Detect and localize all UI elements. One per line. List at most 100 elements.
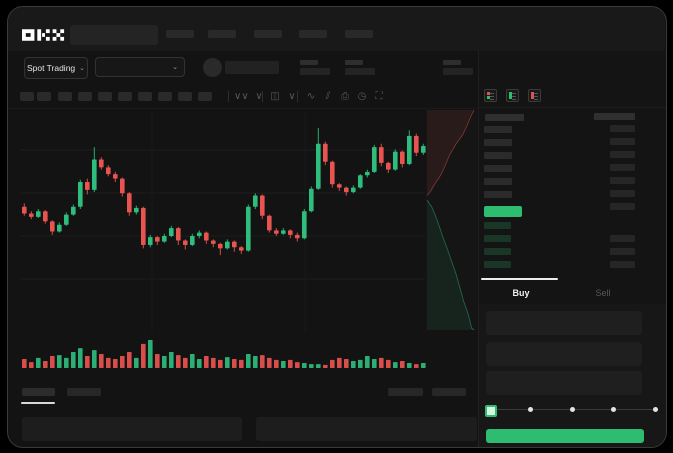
book-price-header-placeholder (485, 114, 524, 121)
coin-avatar[interactable] (203, 58, 222, 77)
tab-sell[interactable]: Sell (595, 288, 611, 298)
toolbar-button-placeholder-6[interactable] (118, 92, 132, 101)
toolbar-button-placeholder-7[interactable] (138, 92, 152, 101)
ask-price-row[interactable] (484, 191, 512, 198)
ask-size-row[interactable] (610, 125, 635, 132)
stat-value-placeholder-1 (300, 68, 330, 75)
ask-size-row[interactable] (610, 151, 635, 158)
bid-size-row[interactable] (610, 235, 635, 242)
bottom-right-control-2[interactable] (432, 388, 466, 396)
ask-size-row[interactable] (610, 138, 635, 145)
app-window: Spot Trading ⌄ ⌄ ∨∨ ∨ ◫ ∨ ∿ ⫽ ⎙ ◷ ⛶ (7, 6, 667, 448)
depth-profile (426, 109, 477, 331)
line (534, 96, 538, 97)
line (490, 99, 494, 100)
bottom-tab-active-underline (21, 402, 55, 404)
ask-size-row[interactable] (610, 203, 635, 210)
bottom-tab-2[interactable] (67, 388, 101, 396)
ask-size-row[interactable] (610, 164, 635, 171)
bottom-tab-1[interactable] (22, 388, 55, 396)
nav-item-placeholder-2[interactable] (208, 30, 236, 38)
fullscreen-icon[interactable]: ⛶ (375, 91, 383, 102)
history-icon[interactable]: ◷ (357, 91, 367, 102)
bottom-box-left[interactable] (22, 417, 242, 441)
stat-label-placeholder-3 (443, 60, 461, 65)
book-size-header-placeholder (594, 113, 635, 120)
interval-dropdown-icon[interactable]: ∨ (255, 91, 263, 102)
ask-price-row[interactable] (484, 165, 512, 172)
slider-stop-75[interactable] (611, 407, 616, 412)
bid-price-row[interactable] (484, 222, 511, 229)
nav-item-placeholder-5[interactable] (345, 30, 373, 38)
ticker-search-placeholder[interactable] (70, 25, 158, 45)
stat-value-placeholder-3 (443, 68, 473, 75)
candle-style-icon[interactable]: ◫ (270, 91, 280, 102)
book-both-view-icon[interactable] (484, 89, 497, 102)
buy-submit-button[interactable] (486, 429, 644, 443)
toolbar-button-placeholder-9[interactable] (178, 92, 192, 101)
toolbar-button-placeholder-5[interactable] (98, 92, 112, 101)
screenshot-icon[interactable]: ⎙ (341, 91, 349, 102)
pair-dropdown[interactable]: ⌄ (95, 57, 185, 77)
toolbar-button-placeholder-1[interactable] (20, 92, 34, 101)
line (490, 93, 494, 94)
bid-size-row[interactable] (610, 261, 635, 268)
book-bids-view-icon[interactable] (506, 89, 519, 102)
nav-item-placeholder-4[interactable] (299, 30, 327, 38)
book-asks-view-icon[interactable] (528, 89, 541, 102)
chevron-down-icon: ⌄ (172, 63, 178, 71)
compare-icon[interactable]: ⫽ (325, 91, 331, 102)
chevron-down-icon: ⌄ (79, 64, 86, 72)
okx-logo[interactable] (22, 28, 66, 42)
price-field[interactable] (486, 311, 642, 335)
buy-tab-indicator (481, 278, 558, 280)
market-type-label: Spot Trading (26, 63, 76, 73)
book-icons-divider (479, 107, 666, 108)
toolbar-button-placeholder-2[interactable] (37, 92, 51, 101)
bid-price-row[interactable] (484, 261, 511, 268)
stat-label-placeholder-1 (300, 60, 318, 65)
line (490, 96, 494, 97)
toolbar-button-placeholder-8[interactable] (158, 92, 172, 101)
amount-slider-handle[interactable] (485, 405, 497, 417)
bid-dot (487, 96, 490, 99)
asks-bar (531, 92, 534, 99)
bottom-right-control-1[interactable] (388, 388, 423, 396)
ask-size-row[interactable] (610, 190, 635, 197)
chart-gridlines (20, 112, 425, 332)
ask-price-row[interactable] (484, 152, 512, 159)
nav-item-placeholder-1[interactable] (166, 30, 194, 38)
stat-label-placeholder-2 (345, 60, 363, 65)
line (534, 93, 538, 94)
toolbar-button-placeholder-3[interactable] (58, 92, 72, 101)
style-dropdown-icon[interactable]: ∨ (288, 91, 296, 102)
interval-icon[interactable]: ∨∨ (234, 91, 249, 102)
bids-bar (509, 92, 512, 99)
line (512, 96, 516, 97)
toolbar-button-placeholder-4[interactable] (78, 92, 92, 101)
volume-bars (22, 340, 426, 368)
line (534, 99, 538, 100)
bid-price-row[interactable] (484, 235, 511, 242)
toolbar-button-placeholder-10[interactable] (198, 92, 212, 101)
slider-stop-50[interactable] (569, 407, 575, 412)
line (512, 99, 516, 100)
tab-buy[interactable]: Buy (512, 288, 530, 298)
slider-stop-25[interactable] (528, 407, 533, 412)
bottom-box-right[interactable] (256, 417, 477, 441)
amount-field[interactable] (486, 342, 642, 366)
ask-dot (487, 92, 490, 95)
ask-size-row[interactable] (610, 177, 635, 184)
ask-price-row[interactable] (484, 139, 512, 146)
nav-item-placeholder-3[interactable] (254, 30, 282, 38)
bid-size-row[interactable] (610, 248, 635, 255)
pair-name-placeholder (225, 61, 279, 74)
bid-price-row[interactable] (484, 248, 511, 255)
slider-stop-100[interactable] (652, 407, 658, 412)
ask-price-row[interactable] (484, 178, 512, 185)
ask-price-row[interactable] (484, 126, 512, 133)
last-price-highlight[interactable] (484, 206, 522, 217)
total-field[interactable] (486, 371, 642, 395)
market-type-selector[interactable]: Spot Trading ⌄ (24, 57, 88, 79)
line-chart-icon[interactable]: ∿ (306, 91, 316, 102)
